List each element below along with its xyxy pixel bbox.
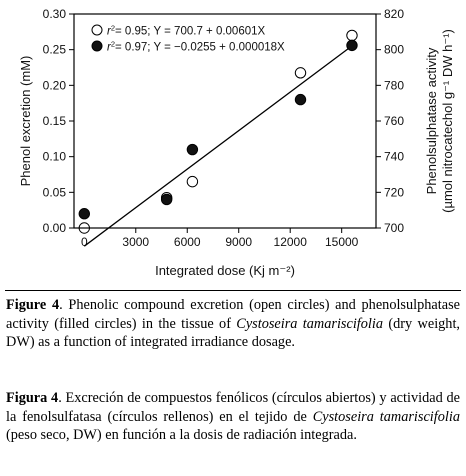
data-points bbox=[78, 29, 358, 234]
open-circle-point bbox=[294, 67, 307, 79]
x-tick-label: 9000 bbox=[225, 235, 252, 249]
filled-circle-point bbox=[346, 39, 358, 52]
x-axis-label: Integrated dose (Kj m⁻²) bbox=[155, 263, 295, 278]
left-axis-label: Phenol excretion (mM) bbox=[18, 56, 33, 187]
x-tick-label: 6000 bbox=[174, 235, 201, 249]
right-tick-label: 760 bbox=[384, 114, 404, 128]
right-axis-label-line2: (µmol nitrocatechol g⁻¹ DW h⁻¹) bbox=[440, 29, 455, 213]
right-axis-ticks: 700 720 740 760 780 800 820 bbox=[376, 7, 404, 235]
left-tick-label: 0.25 bbox=[43, 43, 67, 57]
left-tick-label: 0.00 bbox=[43, 221, 67, 235]
left-axis-ticks: 0.00 0.05 0.10 0.15 0.20 0.25 0.30 bbox=[43, 7, 74, 235]
caption-es-text1: . Excreción de compuestos fenólicos (cír… bbox=[6, 390, 460, 425]
x-axis-ticks: 0 3000 6000 9000 12000 15000 bbox=[81, 228, 359, 249]
caption-en-species: Cystoseira tamariscifolia bbox=[236, 315, 384, 332]
left-tick-label: 0.10 bbox=[43, 150, 67, 164]
x-tick-label: 12000 bbox=[274, 235, 308, 249]
legend-open-circle-marker bbox=[91, 24, 103, 36]
filled-circle-point bbox=[186, 143, 199, 156]
plot-frame bbox=[73, 13, 377, 229]
right-tick-label: 740 bbox=[384, 150, 404, 164]
caption-en-label: Figure 4 bbox=[6, 297, 60, 313]
left-tick-label: 0.15 bbox=[43, 114, 67, 128]
caption-divider bbox=[5, 290, 461, 291]
caption-es-species: Cystoseira tamariscifolia bbox=[312, 408, 460, 425]
right-tick-label: 780 bbox=[384, 78, 404, 92]
regression-line bbox=[83, 45, 353, 247]
caption-en-text1: . Phenolic compound excretion (open circ… bbox=[6, 297, 460, 332]
right-axis-label-line1: Phenolsulphatase activity bbox=[424, 47, 439, 194]
filled-circle-point bbox=[78, 208, 90, 220]
open-circle-point bbox=[186, 175, 199, 188]
legend-entry-2: r2= 0.97; Y = −0.0255 + 0.000018X bbox=[107, 39, 285, 54]
legend-filled-circle-marker bbox=[91, 40, 103, 52]
caption-es-label: Figura 4 bbox=[6, 390, 59, 406]
caption-english: Figure 4. Phenolic compound excretion (o… bbox=[6, 296, 460, 352]
right-tick-label: 700 bbox=[384, 221, 404, 235]
caption-es-text2: (peso seco, DW) en función a la dosis de… bbox=[6, 427, 357, 444]
x-tick-label: 3000 bbox=[122, 235, 149, 249]
right-tick-label: 800 bbox=[384, 43, 404, 57]
right-tick-label: 720 bbox=[384, 185, 404, 199]
x-tick-label: 0 bbox=[81, 235, 88, 249]
filled-circle-point bbox=[294, 93, 307, 106]
left-tick-label: 0.20 bbox=[43, 78, 67, 92]
open-circle-point bbox=[346, 29, 358, 42]
left-tick-label: 0.30 bbox=[43, 7, 67, 21]
filled-circle-point bbox=[160, 193, 173, 206]
chart-figure: 0.00 0.05 0.10 0.15 0.20 0.25 0.30 700 720 740 76… bbox=[18, 7, 455, 278]
caption-spanish: Figura 4. Excreción de compuestos fenóli… bbox=[6, 389, 460, 445]
legend: r2= 0.95; Y = 700.7 + 0.00601X r2= 0.97;… bbox=[91, 23, 285, 54]
x-tick-label: 15000 bbox=[325, 235, 359, 249]
left-tick-label: 0.05 bbox=[43, 185, 67, 199]
right-tick-label: 820 bbox=[384, 7, 404, 21]
legend-entry-1: r2= 0.95; Y = 700.7 + 0.00601X bbox=[107, 23, 266, 38]
caption-en-text2: (dry weight, DW) as a function of integr… bbox=[6, 315, 461, 351]
